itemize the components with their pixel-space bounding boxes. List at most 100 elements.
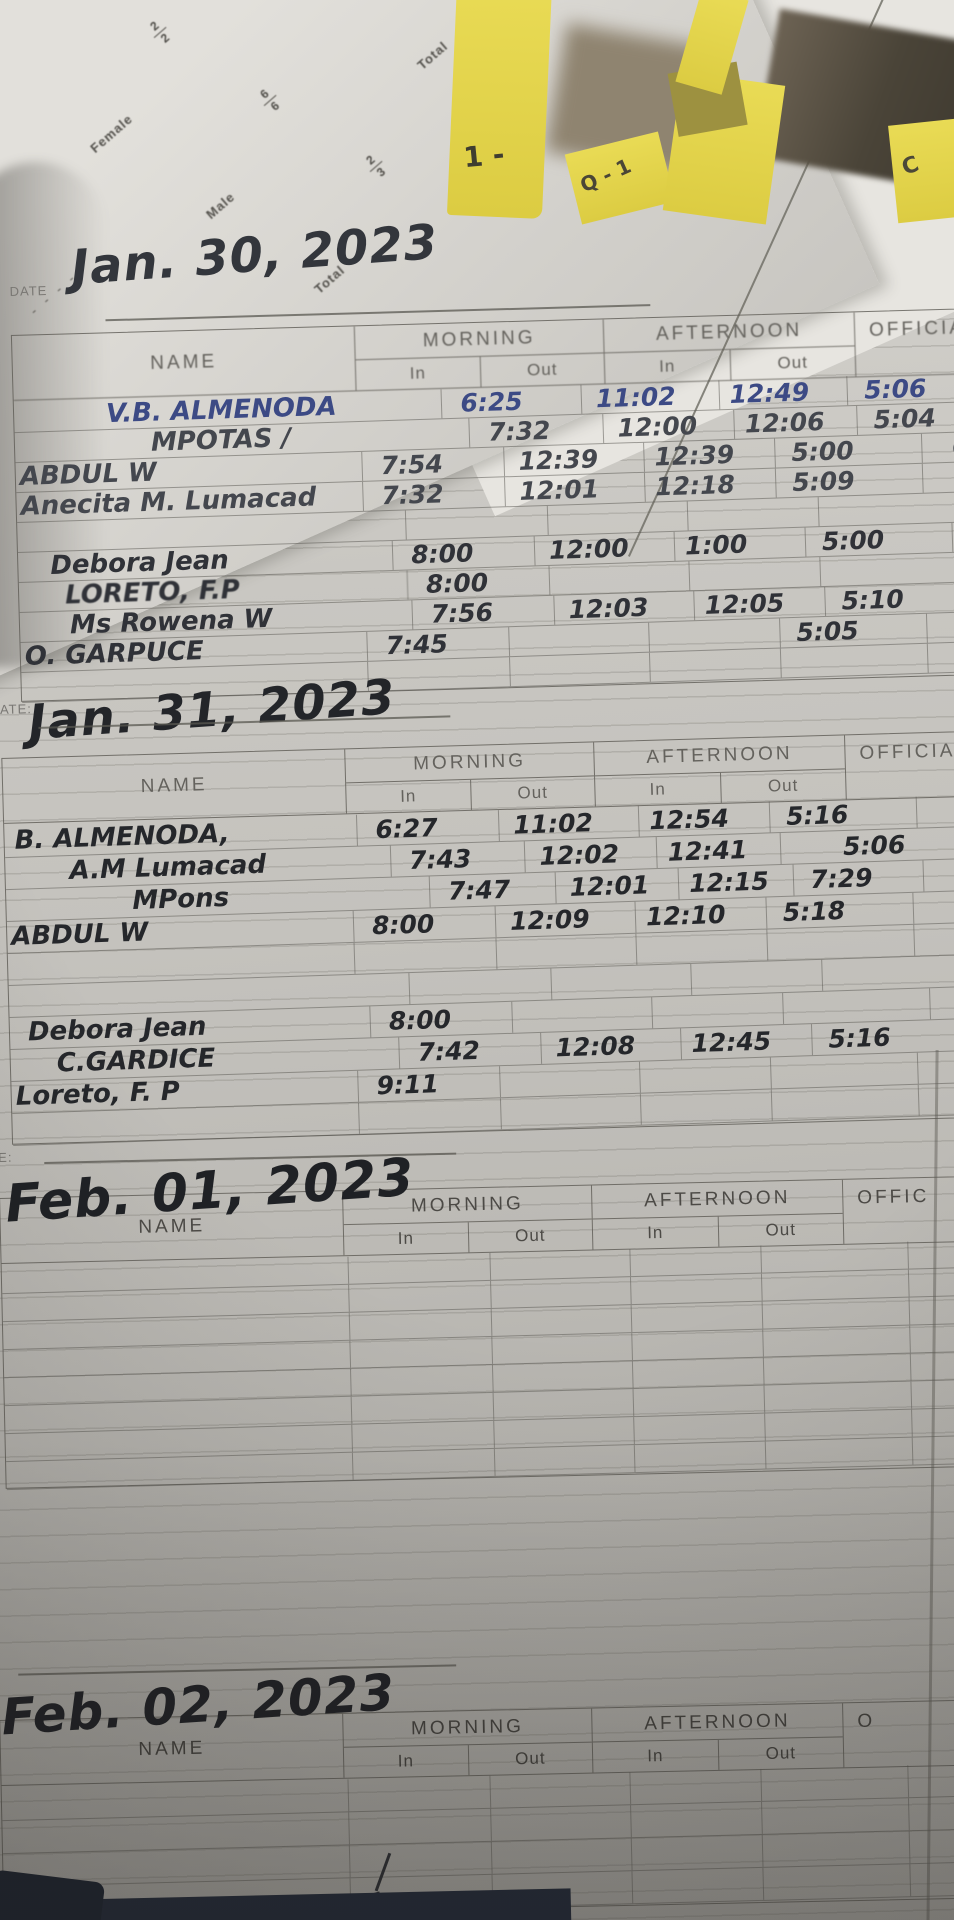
afternoon-out-cell	[764, 1381, 913, 1413]
afternoon-out-cell	[762, 1297, 911, 1329]
morning-out-cell	[496, 933, 638, 970]
afternoon-in-cell	[632, 1357, 765, 1389]
official-time-cell: OOC	[924, 858, 954, 892]
official-time-cell	[919, 1081, 954, 1115]
official-time-cell	[930, 985, 954, 1019]
attendance-section-feb02: Feb. 02, 2023 NAME MORNING In Out AFTERNO…	[0, 1641, 954, 1920]
morning-in-cell	[405, 505, 549, 540]
morning-in-cell: 6:27	[356, 810, 500, 846]
attendance-section-jan31: ATE: Jan. 31, 2023 NAME MORNING In Out AF…	[0, 612, 954, 1146]
column-header-official: OFFICIAL TI	[868, 316, 954, 341]
column-header-out: Out	[777, 352, 809, 373]
morning-out-cell	[547, 501, 689, 535]
morning-out-cell	[491, 1805, 632, 1841]
morning-in-cell	[348, 1775, 492, 1812]
morning-out-cell: 12:01	[504, 472, 646, 507]
date-row: E: Feb. 01, 2023	[0, 1127, 954, 1250]
official-time-cell	[913, 1435, 954, 1465]
afternoon-out-cell: 5:16	[811, 1019, 954, 1056]
sticky-note-folded	[662, 61, 786, 225]
afternoon-out-cell	[818, 492, 954, 527]
official-time-cell	[910, 1829, 954, 1864]
afternoon-out-cell	[820, 552, 954, 587]
afternoon-out-cell	[763, 1353, 912, 1385]
morning-out-cell	[493, 1389, 635, 1420]
morning-out-cell	[500, 1093, 642, 1130]
official-time-cell	[909, 1267, 954, 1297]
afternoon-in-cell	[640, 1089, 773, 1125]
official-time-cell	[909, 1796, 954, 1831]
morning-in-cell	[349, 1308, 493, 1340]
handwritten-date: Feb. 02, 2023	[0, 1663, 397, 1747]
morning-in-cell	[352, 1448, 496, 1480]
afternoon-out-cell: 5:06	[780, 827, 954, 865]
afternoon-in-cell: 12:41	[657, 833, 782, 869]
afternoon-out-cell	[762, 1831, 911, 1867]
afternoon-in-cell: 12:15	[678, 864, 795, 900]
afternoon-out-cell	[767, 924, 916, 961]
shadow	[0, 162, 106, 667]
official-time-cell	[914, 921, 954, 955]
sticky-note-mark: C	[898, 151, 923, 181]
morning-in-cell	[352, 1420, 495, 1452]
attendance-table: NAME MORNING In Out AFTERNOON In Out OFFIC…	[1, 729, 954, 1146]
afternoon-out-cell	[765, 1437, 914, 1469]
afternoon-in-cell: 12:45	[681, 1024, 813, 1060]
official-time-cell	[908, 1239, 954, 1269]
afternoon-out-cell: 5:18	[766, 892, 915, 929]
afternoon-in-cell	[633, 1385, 766, 1417]
afternoon-out-cell	[783, 988, 932, 1025]
sticky-note-mark: 1 -	[462, 137, 506, 175]
morning-out-cell	[500, 1061, 641, 1098]
morning-in-cell	[349, 1808, 492, 1845]
morning-in-cell: 7:47	[429, 872, 557, 908]
morning-in-cell: 7:43	[390, 841, 526, 877]
afternoon-in-cell	[634, 1413, 766, 1445]
date-label: DATE	[9, 282, 48, 299]
column-group-morning: MORNING In Out	[345, 742, 596, 814]
table-body	[1, 1238, 954, 1491]
afternoon-in-cell	[636, 929, 769, 965]
official-time-cell	[908, 1763, 954, 1798]
morning-out-cell: 12:39	[504, 442, 646, 477]
afternoon-in-cell: 12:10	[635, 897, 768, 933]
afternoon-in-cell: 12:05	[694, 587, 827, 621]
morning-out-cell	[494, 1417, 635, 1448]
morning-in-cell	[350, 1364, 494, 1396]
afternoon-in-cell: 12:39	[644, 438, 776, 472]
morning-in-cell	[349, 1280, 492, 1312]
afternoon-out-cell: 5:00	[805, 522, 954, 557]
afternoon-in-cell	[630, 1768, 763, 1805]
column-group-afternoon: AFTERNOON In Out	[603, 312, 857, 384]
column-group-morning: MORNING In Out	[354, 319, 606, 391]
afternoon-out-cell	[763, 1325, 911, 1357]
morning-in-cell: 6:25	[441, 384, 583, 419]
afternoon-in-cell: 12:54	[638, 801, 771, 837]
column-header-official: OFFICIA	[859, 740, 954, 764]
afternoon-in-cell: 1:00	[674, 527, 807, 561]
morning-out-cell: 12:08	[541, 1028, 683, 1064]
column-header-out: Out	[767, 775, 799, 796]
attendance-section-feb01: E: Feb. 01, 2023 NAME MORNING In Out AFTE…	[0, 1127, 954, 1491]
official-time-cell: COC	[951, 430, 954, 462]
afternoon-in-cell: 12:06	[734, 405, 859, 439]
column-header-name: NAME	[2, 749, 347, 823]
afternoon-in-cell	[632, 1867, 765, 1904]
official-time-cell	[910, 1323, 954, 1353]
afternoon-out-cell	[762, 1798, 910, 1834]
morning-out-cell: 12:03	[554, 591, 696, 625]
morning-out-cell: 11:02	[581, 380, 721, 414]
afternoon-out-cell	[771, 1084, 920, 1121]
morning-in-cell: 8:00	[353, 906, 497, 942]
morning-out-cell: 12:02	[524, 837, 659, 873]
afternoon-in-cell	[631, 1834, 764, 1871]
morning-out-cell: 12:00	[534, 531, 676, 566]
afternoon-in-cell: 12:49	[719, 376, 849, 410]
morning-out-cell	[490, 1249, 632, 1280]
afternoon-in-cell	[632, 1329, 764, 1361]
morning-out-cell: 11:02	[498, 805, 640, 842]
sticky-note-mark: Q - 1	[576, 153, 635, 198]
morning-out-cell: 12:09	[495, 901, 637, 938]
afternoon-in-cell	[691, 959, 824, 995]
afternoon-out-cell	[763, 1864, 912, 1900]
